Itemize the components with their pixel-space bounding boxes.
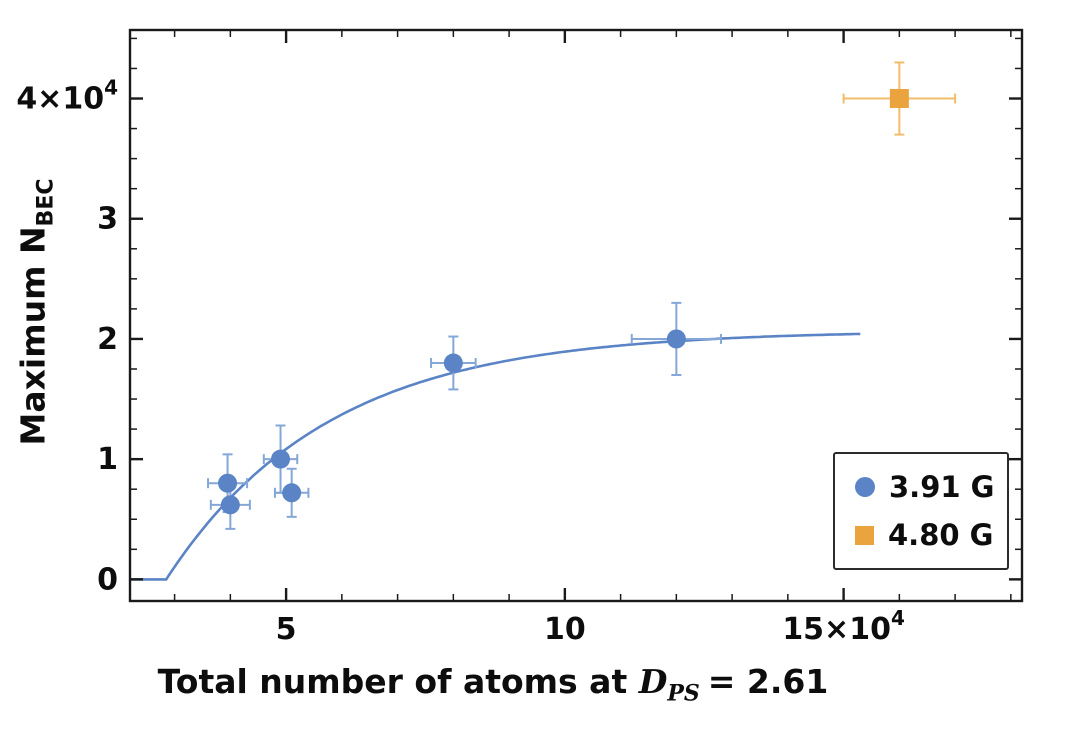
tick-label: 1 — [97, 442, 118, 477]
data-points — [218, 329, 686, 515]
data-point — [889, 89, 909, 109]
data-point — [271, 449, 291, 469]
tick-label: 2 — [97, 322, 118, 357]
fit-curve — [130, 332, 861, 581]
tick-label: 10 — [544, 612, 586, 647]
data-point — [282, 483, 302, 503]
tick-label: 5 — [276, 612, 297, 647]
data-point — [443, 353, 463, 373]
tick-label: 0 — [97, 562, 118, 597]
tick-label: 4×104 — [16, 76, 118, 117]
legend-marker-circle-icon — [855, 477, 875, 497]
data-point — [220, 495, 240, 515]
legend-label: 4.80 G — [888, 518, 994, 552]
axis-ticks — [130, 30, 1022, 601]
tick-labels: 5 10 15×104 0 1 2 3 4×104 — [16, 76, 905, 647]
data-points — [889, 89, 909, 109]
x-axis-label-variable: DPS — [638, 662, 700, 707]
plot-frame — [128, 28, 1024, 603]
x-axis-label-value: = 2.61 — [707, 662, 829, 701]
y-axis-label-sub: BEC — [33, 178, 59, 227]
x-axis-label: Total number of atoms at DPS = 2.61 — [158, 662, 829, 707]
legend-item: 4.80 G — [855, 518, 1007, 552]
tick-label: 15×104 — [782, 606, 905, 647]
x-axis-label-prefix: Total number of atoms at — [157, 662, 628, 701]
data-point — [218, 473, 238, 493]
data-point — [666, 329, 686, 349]
legend-marker-square-icon — [855, 525, 874, 545]
legend-label: 3.91 G — [889, 470, 995, 504]
legend-item: 3.91 G — [855, 470, 1007, 504]
legend: 3.91 G 4.80 G — [833, 452, 1009, 570]
tick-label: 3 — [97, 202, 118, 237]
y-axis-label: Maximum NBEC — [14, 178, 59, 445]
y-axis-label-main: Maximum N — [13, 226, 53, 446]
